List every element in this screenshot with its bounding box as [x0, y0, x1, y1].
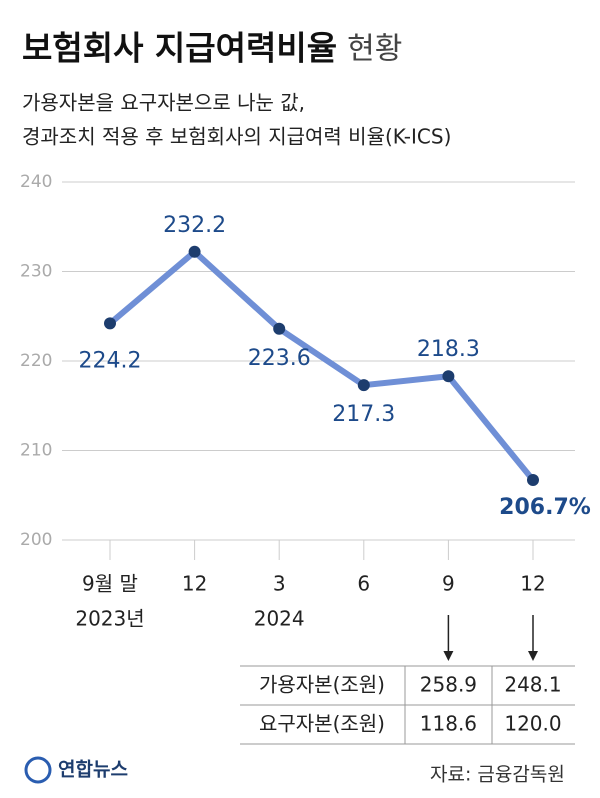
- point: [188, 245, 201, 258]
- line: [108, 248, 536, 482]
- x-tick-label: 12: [182, 572, 207, 596]
- chart-title: 보험회사 지급여력비율: [22, 29, 337, 68]
- y-tick-label: 240: [20, 172, 52, 192]
- table-label: 가용자본(조원): [259, 673, 385, 697]
- subtitle: 가용자본을 요구자본으로 나눈 값,: [22, 91, 305, 115]
- y-tick-label: 200: [20, 530, 52, 550]
- point: [273, 322, 286, 335]
- value-label: 223.6: [248, 346, 311, 371]
- x-tick-label: 12: [520, 572, 545, 596]
- logo: 연합뉴스: [58, 759, 128, 781]
- value-label: 232.2: [163, 213, 226, 238]
- table-value: 248.1: [504, 673, 561, 697]
- y-tick-label: 210: [20, 441, 52, 461]
- x-year-label: 2024: [254, 607, 305, 631]
- x-tick-label: 9월 말: [82, 572, 138, 596]
- x-tick-label: 3: [273, 572, 286, 596]
- source: 자료: 금융감독원: [430, 764, 565, 786]
- table-value: 118.6: [420, 712, 477, 736]
- title-suffix: 현황: [347, 32, 402, 67]
- arrow-head: [443, 651, 454, 661]
- x-tick-label: 6: [357, 572, 370, 596]
- y-tick-label: 230: [20, 262, 52, 282]
- point: [442, 370, 455, 383]
- value-label: 224.2: [79, 348, 142, 373]
- value-label: 218.3: [417, 337, 480, 362]
- point: [527, 474, 539, 487]
- subtitle: 경과조치 적용 후 보험회사의 지급여력 비율(K-ICS): [22, 125, 451, 149]
- x-year-label: 2023년: [75, 607, 144, 631]
- logo-icon: [24, 756, 52, 784]
- x-tick-label: 9: [442, 572, 455, 596]
- point: [357, 379, 370, 392]
- table-value: 258.9: [420, 673, 477, 697]
- arrow-head: [528, 651, 538, 661]
- point: [104, 317, 116, 330]
- table-label: 요구자본(조원): [259, 712, 385, 736]
- value-label: 206.7%: [499, 495, 591, 520]
- y-tick-label: 220: [20, 351, 52, 371]
- table-value: 120.0: [504, 712, 561, 736]
- value-label: 217.3: [332, 402, 395, 427]
